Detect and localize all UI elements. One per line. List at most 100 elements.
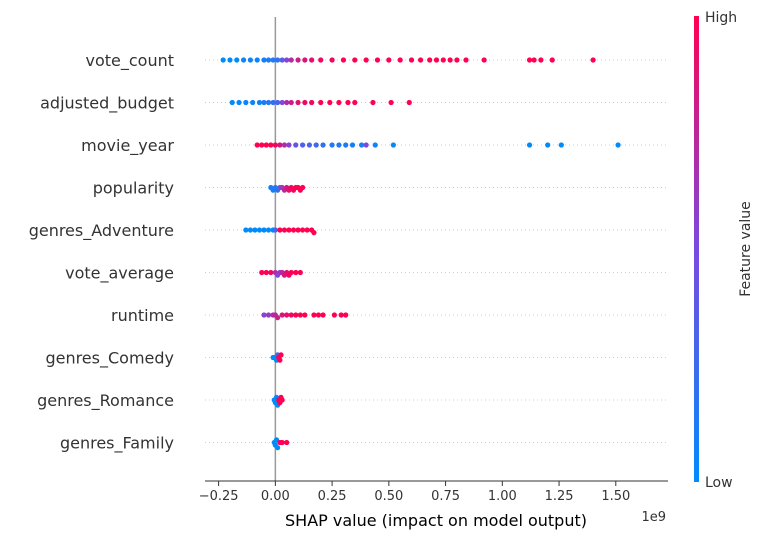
shap-point (318, 99, 324, 106)
shap-point (281, 142, 288, 148)
shap-point (463, 57, 469, 63)
x-tick-label: 1.25 (545, 489, 574, 504)
shap-point (345, 99, 351, 106)
shap-point (279, 439, 285, 446)
shap-point (359, 142, 365, 148)
shap-point (352, 57, 358, 63)
shap-point (265, 312, 272, 318)
shap-point (590, 57, 596, 63)
shap-point (329, 142, 335, 148)
x-tick-label: 1.00 (488, 489, 517, 504)
x-axis-title: SHAP value (impact on model output) (285, 511, 587, 530)
shap-point (318, 57, 324, 63)
shap-point (397, 57, 403, 63)
shap-point (299, 184, 306, 191)
feature-label: vote_average (65, 264, 174, 284)
shap-point (418, 57, 424, 63)
shap-point (615, 142, 621, 148)
shap-point (261, 57, 267, 63)
shap-point (220, 57, 226, 63)
shap-point (288, 99, 294, 106)
shap-point (277, 357, 283, 363)
shap-point (293, 312, 299, 318)
shap-point (374, 57, 381, 63)
shap-point (299, 142, 306, 148)
shap-point (297, 312, 303, 318)
x-tick-label: 0.25 (318, 489, 347, 504)
shap-point (386, 57, 392, 63)
shap-point (261, 99, 267, 106)
shap-point (454, 57, 460, 63)
shap-point (227, 57, 233, 63)
shap-point (304, 227, 310, 233)
shap-point (279, 397, 285, 403)
shap-point (406, 99, 412, 106)
shap-point (336, 142, 342, 148)
shap-point (265, 99, 272, 106)
shap-point (306, 142, 313, 148)
shap-point (236, 99, 242, 106)
shap-point (388, 99, 394, 106)
shap-point (336, 99, 342, 106)
shap-point (352, 99, 358, 106)
shap-point (261, 227, 267, 233)
shap-point (288, 269, 294, 276)
shap-point (270, 57, 276, 63)
shap-point (252, 227, 258, 233)
shap-point (279, 57, 285, 63)
feature-label: genres_Comedy (45, 349, 174, 369)
shap-point (243, 99, 249, 106)
shap-point (302, 99, 308, 106)
shap-point (531, 57, 537, 63)
feature-label: runtime (111, 306, 174, 325)
shap-point (247, 227, 253, 233)
x-axis-offset-text: 1e9 (641, 510, 666, 525)
shap-point (259, 269, 265, 276)
row-grid-lines (205, 59, 668, 443)
colorbar-gradient (694, 16, 699, 482)
shap-point (277, 227, 283, 233)
feature-label: popularity (93, 179, 174, 198)
shap-point (250, 99, 256, 106)
shap-point (370, 99, 376, 106)
shap-point (408, 57, 415, 63)
shap-point (229, 99, 235, 106)
shap-point (290, 227, 297, 233)
shap-point (447, 57, 453, 63)
shap-point (558, 142, 564, 148)
shap-point (433, 57, 440, 63)
shap-point (295, 57, 301, 63)
feature-labels: vote_count adjusted_budget movie_yearpopul… (29, 51, 175, 454)
shap-point (234, 57, 240, 63)
shap-point (427, 57, 433, 63)
shap-point (338, 312, 344, 318)
shap-point (259, 142, 265, 148)
shap-point (272, 142, 278, 148)
shap-point (288, 57, 294, 63)
colorbar-low-label: Low (705, 475, 733, 491)
shap-point (286, 227, 292, 233)
shap-point (254, 142, 260, 148)
shap-point (390, 142, 396, 148)
shap-point (284, 99, 290, 106)
shap-point (293, 142, 299, 148)
shap-point (343, 142, 349, 148)
shap-point (275, 57, 281, 63)
shap-point (279, 312, 285, 318)
shap-point (293, 269, 299, 276)
shap-point (549, 57, 555, 63)
shap-point (263, 269, 269, 276)
shap-point (263, 142, 269, 148)
shap-point (315, 312, 322, 318)
shap-point (265, 227, 272, 233)
shap-point (302, 57, 308, 63)
shap-point (363, 142, 369, 148)
feature-label: vote_count (85, 51, 174, 71)
shap-point (309, 57, 315, 63)
shap-point (295, 227, 301, 233)
shap-point (340, 57, 347, 63)
beeswarm-points (220, 57, 621, 451)
shap-point (545, 142, 551, 148)
shap-point (538, 57, 544, 63)
shap-point (288, 312, 294, 318)
